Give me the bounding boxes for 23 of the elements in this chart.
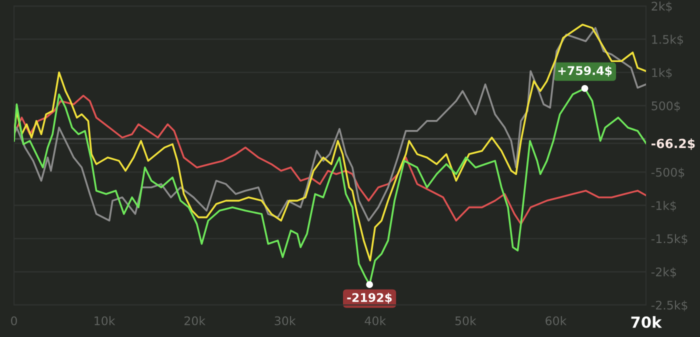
- x-tick-label: 10k: [94, 316, 116, 326]
- x-tick-label: 50k: [455, 316, 476, 326]
- y-tick-label: -2k$: [651, 267, 676, 278]
- x-tick-label: 30k: [274, 316, 296, 326]
- y-tick-label: -1.5k$: [651, 234, 688, 245]
- x-tick-label: 70k: [631, 316, 662, 328]
- x-tick-label: 60k: [546, 316, 567, 326]
- line-series: [14, 94, 646, 225]
- line-series: [14, 24, 646, 262]
- y-tick-label: -500$: [651, 168, 684, 178]
- y-tick-label: 1.5k$: [652, 34, 684, 46]
- y-tick-label: 2k$: [652, 2, 672, 12]
- x-tick-label: 0: [11, 316, 17, 326]
- y-tick-label: -2.5k$: [651, 300, 688, 312]
- annotation: -2192$: [347, 292, 392, 304]
- y-tick-label: -1k$: [651, 200, 676, 212]
- y-tick-label: 500$: [652, 101, 680, 112]
- x-tick-label: 20k: [184, 316, 206, 326]
- x-tick-label: 40k: [364, 316, 386, 326]
- y-tick-label: -66.2$: [652, 138, 695, 150]
- line-series: [14, 27, 646, 222]
- annotation: +759.4$: [558, 66, 612, 77]
- y-tick-label: 1k$: [652, 68, 672, 79]
